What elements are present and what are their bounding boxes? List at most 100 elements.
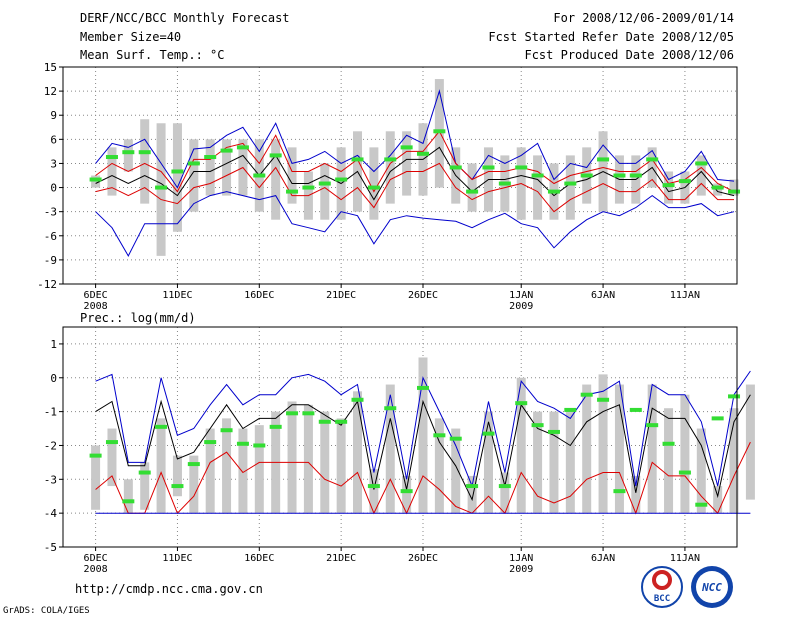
prec-median-marker — [482, 431, 495, 436]
prec-median-marker — [580, 392, 593, 397]
temp-median-marker — [678, 179, 691, 184]
prec-median-marker — [515, 401, 528, 406]
prec-median-marker — [728, 394, 741, 399]
prec-median-marker — [138, 470, 151, 475]
temp-median-marker — [367, 185, 380, 190]
prec-member-box — [729, 408, 739, 514]
temp-xtick-sublabel: 2008 — [84, 301, 108, 312]
temp-member-box — [222, 139, 232, 196]
temp-median-marker — [122, 150, 135, 155]
temp-xtick-label: 6DEC — [84, 290, 108, 301]
temp-ytick-label: -9 — [44, 254, 57, 267]
header-member-size: Member Size=40 — [80, 30, 182, 44]
prec-xtick-label: 21DEC — [326, 553, 356, 564]
prec-ytick-label: -4 — [44, 507, 58, 520]
temp-ytick-label: 15 — [44, 61, 57, 74]
prec-series-spread-lower — [95, 441, 751, 515]
temp-xtick-label: 11JAN — [670, 290, 700, 301]
temp-median-marker — [433, 129, 446, 134]
temp-median-marker — [89, 177, 102, 182]
temp-median-marker — [547, 189, 560, 194]
temp-member-box — [91, 175, 101, 188]
prec-member-box — [287, 401, 297, 514]
prec-median-marker — [220, 428, 233, 433]
prec-member-box — [565, 408, 575, 514]
temp-median-marker — [597, 157, 610, 162]
footer-grads: GrADS: COLA/IGES — [3, 606, 90, 616]
prec-member-box — [598, 374, 608, 514]
temp-median-marker — [384, 157, 397, 162]
prec-member-box — [336, 418, 346, 514]
prec-member-box — [467, 475, 477, 514]
prec-series-mean — [95, 394, 751, 502]
temp-median-marker — [695, 161, 708, 166]
prec-member-box — [385, 384, 395, 514]
temp-ytick-label: 9 — [50, 109, 57, 122]
temp-member-box — [172, 123, 182, 232]
temp-xtick-label: 6JAN — [591, 290, 615, 301]
header-produced: Fcst Produced Date 2008/12/06 — [524, 48, 734, 62]
ncc-logo: NCC — [691, 566, 733, 608]
temp-member-box — [434, 79, 444, 188]
temp-median-marker — [236, 145, 249, 150]
prec-median-marker — [597, 397, 610, 402]
temp-median-marker — [564, 181, 577, 186]
temp-series-spread-lower — [95, 162, 734, 213]
prec-median-marker — [269, 424, 282, 429]
prec-member-box — [91, 445, 101, 510]
prec-member-box — [451, 428, 461, 514]
temp-member-box — [320, 163, 330, 220]
prec-xtick-label: 11DEC — [162, 553, 192, 564]
temp-ytick-label: -12 — [37, 278, 57, 291]
prec-median-marker — [384, 406, 397, 411]
prec-frame — [62, 326, 738, 548]
prec-median-marker — [678, 470, 691, 475]
temp-median-marker — [498, 181, 511, 186]
prec-member-box — [647, 384, 657, 514]
temp-median-marker — [531, 173, 544, 178]
temp-median-marker — [286, 189, 299, 194]
prec-member-box — [123, 479, 133, 514]
prec-member-box — [353, 391, 363, 514]
temp-ytick-label: 0 — [50, 182, 57, 195]
temp-median-marker — [105, 155, 118, 160]
temp-xtick-label: 26DEC — [408, 290, 438, 301]
footer-url: http://cmdp.ncc.cma.gov.cn — [75, 582, 263, 596]
temp-series-min — [95, 191, 735, 257]
prec-member-box — [680, 394, 690, 514]
prec-median-marker — [417, 385, 429, 390]
prec-median-marker — [155, 424, 168, 429]
temp-ytick-label: -3 — [44, 206, 57, 219]
temp-member-box — [140, 119, 150, 204]
prec-member-box — [107, 428, 117, 487]
temp-median-marker — [711, 185, 724, 190]
prec-median-marker — [400, 489, 413, 494]
prec-member-box — [614, 384, 624, 514]
prec-xtick-label: 1JAN — [509, 553, 533, 564]
prec-xtick-label: 11JAN — [670, 553, 700, 564]
prec-median-marker — [433, 433, 446, 438]
temp-xtick-label: 11DEC — [162, 290, 192, 301]
temp-member-box — [205, 139, 215, 196]
prec-median-marker — [613, 489, 626, 494]
prec-median-marker — [711, 416, 724, 421]
prec-member-box — [205, 428, 215, 514]
prec-ytick-label: 1 — [50, 338, 57, 351]
temp-median-marker — [613, 173, 626, 178]
temp-ytick-label: 6 — [50, 133, 57, 146]
prec-xtick-sublabel: 2009 — [509, 564, 533, 575]
temp-member-box — [189, 139, 199, 212]
prec-xtick-sublabel: 2008 — [84, 564, 108, 575]
temp-median-marker — [220, 148, 233, 153]
prec-member-box — [172, 455, 182, 497]
prec-member-box — [500, 472, 510, 514]
temp-xtick-label: 21DEC — [326, 290, 356, 301]
temp-member-box — [107, 147, 117, 196]
prec-member-box — [254, 425, 264, 514]
prec-ytick-label: -5 — [44, 541, 57, 554]
temp-member-box — [402, 131, 412, 196]
prec-median-marker — [498, 484, 511, 489]
temp-median-marker — [400, 145, 413, 150]
prec-member-box — [533, 411, 543, 514]
prec-median-marker — [318, 419, 331, 424]
